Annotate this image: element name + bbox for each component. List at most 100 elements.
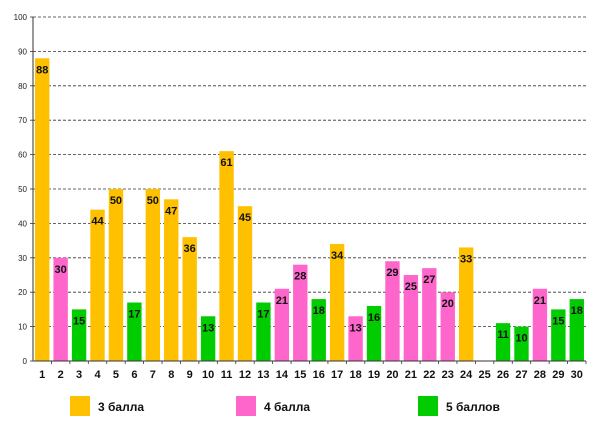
bar-s3 — [219, 151, 234, 361]
bar-s5 — [495, 323, 511, 361]
data-label: 29 — [386, 267, 398, 279]
data-label: 25 — [405, 281, 417, 293]
x-tick-label: 4 — [94, 369, 101, 381]
y-tick-label: 50 — [18, 185, 27, 194]
x-tick-label: 9 — [187, 369, 193, 381]
bar-s5 — [311, 299, 326, 361]
legend-label-s3: 3 балла — [98, 400, 144, 414]
bar-s5 — [200, 316, 216, 361]
x-tick-label: 24 — [460, 369, 473, 381]
bar-s4 — [403, 275, 419, 361]
bar-s4 — [348, 316, 363, 361]
bar-s5 — [551, 309, 566, 361]
x-tick-label: 21 — [405, 369, 417, 381]
data-label: 13 — [349, 322, 361, 334]
bar-s3 — [108, 189, 124, 361]
data-label: 16 — [368, 312, 380, 324]
x-tick-label: 10 — [202, 369, 214, 381]
x-tick-label: 20 — [386, 369, 398, 381]
y-tick-label: 80 — [18, 82, 27, 91]
data-label: 21 — [276, 295, 288, 307]
legend-swatch-s4 — [236, 396, 256, 416]
data-label: 17 — [257, 309, 269, 321]
y-tick-label: 60 — [18, 151, 27, 160]
bar-s4 — [532, 288, 548, 361]
bar-s5 — [256, 302, 271, 361]
x-tick-label: 2 — [58, 369, 64, 381]
x-tick-label: 30 — [571, 369, 583, 381]
legend-swatch-s3 — [70, 396, 90, 416]
data-label: 28 — [294, 271, 306, 283]
bar-s3 — [164, 199, 179, 361]
bar-s3 — [458, 247, 474, 361]
legend-label-s5: 5 баллов — [446, 400, 500, 414]
data-label: 34 — [331, 250, 344, 262]
data-label: 17 — [128, 309, 140, 321]
x-tick-label: 5 — [113, 369, 119, 381]
bar-s5 — [127, 302, 142, 361]
y-tick-label: 10 — [18, 323, 27, 332]
x-tick-label: 22 — [423, 369, 435, 381]
bar-s5 — [569, 299, 584, 361]
x-tick-label: 14 — [276, 369, 289, 381]
x-tick-label: 25 — [478, 369, 490, 381]
data-label: 13 — [202, 322, 214, 334]
bar-s4 — [440, 292, 455, 361]
data-label: 15 — [552, 315, 564, 327]
gridlines — [33, 16, 586, 328]
x-tick-label: 26 — [497, 369, 509, 381]
data-label: 30 — [55, 264, 67, 276]
data-label: 47 — [165, 205, 177, 217]
data-label: 36 — [184, 243, 196, 255]
y-tick-label: 40 — [18, 219, 27, 228]
bar-s5 — [71, 309, 87, 361]
x-tick-label: 27 — [515, 369, 527, 381]
x-tick-label: 16 — [313, 369, 325, 381]
x-tick-label: 17 — [331, 369, 343, 381]
data-label: 50 — [147, 195, 159, 207]
bars — [35, 58, 584, 361]
x-tick-label: 3 — [76, 369, 82, 381]
x-tick-label: 6 — [131, 369, 137, 381]
y-tick-label: 30 — [18, 254, 27, 263]
data-label: 10 — [515, 333, 527, 345]
bar-s5 — [366, 305, 382, 361]
x-tick-label: 15 — [294, 369, 306, 381]
bar-s4 — [53, 257, 68, 361]
bar-s3 — [237, 206, 253, 361]
legend: 3 балла 4 балла 5 баллов — [70, 396, 500, 416]
x-tick-label: 18 — [349, 369, 361, 381]
x-tick-label: 28 — [534, 369, 546, 381]
bar-s4 — [293, 264, 308, 361]
data-label: 61 — [220, 157, 232, 169]
data-label: 44 — [91, 216, 104, 228]
data-label: 45 — [239, 212, 251, 224]
bar-s4 — [422, 268, 437, 361]
data-label: 15 — [73, 315, 85, 327]
data-label: 88 — [36, 64, 48, 76]
y-tick-label: 100 — [14, 13, 28, 22]
bar-s3 — [35, 58, 50, 361]
y-tick-label: 70 — [18, 116, 27, 125]
bar-s3 — [145, 189, 161, 361]
x-tick-label: 8 — [168, 369, 174, 381]
x-tick-label: 19 — [368, 369, 380, 381]
data-label: 50 — [110, 195, 122, 207]
data-label: 33 — [460, 253, 472, 265]
x-tick-label: 12 — [239, 369, 251, 381]
bar-s3 — [329, 244, 345, 361]
data-label: 18 — [571, 305, 583, 317]
y-tick-label: 90 — [18, 47, 27, 56]
x-tick-label: 23 — [442, 369, 454, 381]
x-tick-label: 7 — [150, 369, 156, 381]
legend-label-s4: 4 балла — [264, 400, 310, 414]
legend-swatch-s5 — [418, 396, 438, 416]
data-labels: 88 30 15 44 50 17 50 47 36 13 61 45 17 21 28 18 34 13 16 29… — [36, 64, 583, 344]
data-label: 27 — [423, 274, 435, 286]
y-tick-label: 20 — [18, 288, 27, 297]
y-tick-label: 0 — [23, 357, 28, 366]
x-tick-label: 29 — [552, 369, 564, 381]
x-tick-label: 11 — [221, 369, 233, 381]
